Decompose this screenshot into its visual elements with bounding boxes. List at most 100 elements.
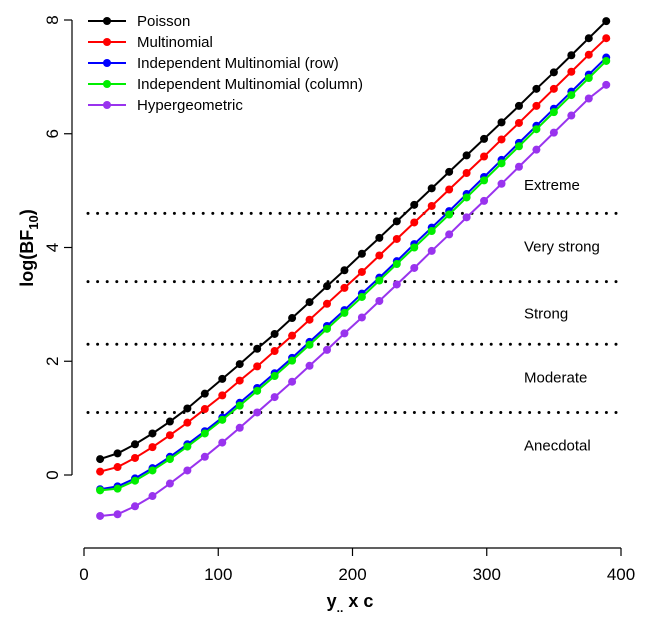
- data-point: [131, 502, 140, 511]
- data-point: [253, 344, 262, 353]
- data-point: [392, 259, 401, 268]
- data-point: [218, 415, 227, 424]
- y-tick-label: 2: [43, 357, 62, 366]
- legend-label: Independent Multinomial (row): [137, 55, 339, 72]
- data-point: [113, 463, 122, 472]
- data-point: [357, 313, 366, 322]
- data-point: [514, 162, 523, 171]
- data-point: [305, 340, 314, 349]
- series-independent-multinomial-row: [96, 53, 611, 494]
- x-tick-label: 200: [338, 565, 366, 584]
- data-point: [322, 324, 331, 333]
- data-point: [392, 234, 401, 243]
- legend-swatch-point: [103, 80, 111, 88]
- y-axis-title-close: ): [17, 209, 37, 215]
- legend-item: Poisson: [88, 13, 190, 30]
- data-point: [375, 296, 384, 305]
- data-point: [200, 429, 209, 438]
- y-tick-label: 6: [43, 129, 62, 138]
- data-point: [183, 442, 192, 451]
- data-point: [602, 56, 611, 65]
- data-point: [549, 84, 558, 93]
- data-point: [113, 510, 122, 519]
- legend-label: Independent Multinomial (column): [137, 76, 363, 93]
- data-point: [340, 283, 349, 292]
- data-point: [270, 329, 279, 338]
- data-point: [567, 91, 576, 100]
- y-axis-title-subscript: 10: [26, 215, 41, 229]
- data-point: [340, 308, 349, 317]
- data-point: [392, 280, 401, 289]
- data-point: [462, 193, 471, 202]
- data-point: [340, 329, 349, 338]
- data-point: [584, 34, 593, 43]
- x-axis-title-main: y: [327, 591, 337, 611]
- data-point: [410, 243, 419, 252]
- data-point: [270, 393, 279, 402]
- data-point: [288, 377, 297, 386]
- legend-item: Hypergeometric: [88, 97, 243, 114]
- data-point: [567, 51, 576, 60]
- data-point: [305, 361, 314, 370]
- zone-label: Very strong: [524, 238, 600, 255]
- series-poisson: [96, 17, 611, 464]
- data-point: [322, 345, 331, 354]
- data-point: [183, 418, 192, 427]
- data-point: [218, 438, 227, 447]
- data-point: [235, 401, 244, 410]
- x-axis-title-rest: x c: [343, 591, 373, 611]
- data-point: [305, 298, 314, 307]
- x-tick-label: 400: [607, 565, 635, 584]
- data-point: [392, 217, 401, 226]
- data-point: [480, 152, 489, 161]
- data-point: [602, 80, 611, 89]
- series-hypergeometric: [96, 80, 611, 520]
- y-axis: 0 2 4 6 8: [43, 15, 73, 480]
- data-point: [497, 159, 506, 168]
- legend-item: Multinomial: [88, 34, 213, 51]
- data-point: [445, 167, 454, 176]
- legend-swatch-point: [103, 17, 111, 25]
- y-axis-title: log(BF10): [17, 209, 41, 286]
- data-point: [357, 249, 366, 258]
- data-point: [410, 218, 419, 227]
- data-point: [235, 360, 244, 369]
- data-point: [322, 282, 331, 291]
- data-point: [131, 476, 140, 485]
- data-point: [584, 50, 593, 59]
- data-point: [235, 423, 244, 432]
- data-point: [113, 449, 122, 458]
- legend-swatch-point: [103, 101, 111, 109]
- legend-swatch-point: [103, 38, 111, 46]
- data-point: [375, 251, 384, 260]
- legend-label: Poisson: [137, 13, 190, 30]
- data-point: [183, 466, 192, 475]
- data-point: [427, 246, 436, 255]
- x-tick-label: 100: [204, 565, 232, 584]
- legend-item: Independent Multinomial (row): [88, 55, 339, 72]
- data-point: [218, 391, 227, 400]
- y-tick-label: 0: [43, 470, 62, 479]
- data-point: [253, 386, 262, 395]
- data-point: [532, 125, 541, 134]
- data-point: [567, 67, 576, 76]
- data-point: [96, 486, 105, 495]
- data-point: [602, 34, 611, 43]
- data-point: [340, 266, 349, 275]
- series-layer: [96, 17, 611, 520]
- data-point: [427, 201, 436, 210]
- data-point: [375, 276, 384, 285]
- series-line: [99, 56, 607, 491]
- data-point: [270, 372, 279, 381]
- data-point: [410, 263, 419, 272]
- data-point: [200, 389, 209, 398]
- data-point: [497, 135, 506, 144]
- data-point: [113, 484, 122, 493]
- data-point: [532, 101, 541, 110]
- y-tick-label: 4: [43, 243, 62, 252]
- data-point: [253, 362, 262, 371]
- data-point: [165, 455, 174, 464]
- data-point: [200, 452, 209, 461]
- series-line: [100, 60, 607, 492]
